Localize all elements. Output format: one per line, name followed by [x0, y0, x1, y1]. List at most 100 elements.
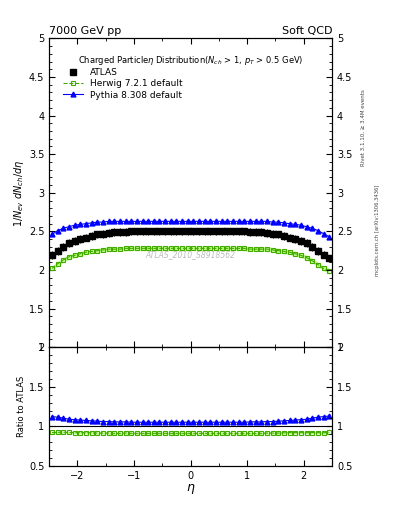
- ATLAS: [327, 255, 332, 262]
- ATLAS: [151, 228, 156, 234]
- ATLAS: [84, 234, 88, 241]
- ATLAS: [89, 233, 94, 239]
- Pythia 8.308 default: [304, 224, 309, 230]
- Line: Pythia 8.308 default: Pythia 8.308 default: [50, 219, 332, 239]
- Pythia 8.308 default: [316, 227, 320, 233]
- ATLAS: [231, 228, 235, 234]
- Herwig 7.2.1 default: [169, 245, 173, 251]
- ATLAS: [95, 231, 99, 238]
- ATLAS: [78, 236, 83, 242]
- Pythia 8.308 default: [55, 227, 60, 233]
- ATLAS: [106, 230, 111, 236]
- ATLAS: [321, 251, 326, 258]
- Herwig 7.2.1 default: [163, 245, 167, 251]
- ATLAS: [219, 228, 224, 234]
- ATLAS: [185, 228, 190, 234]
- ATLAS: [146, 228, 151, 234]
- Pythia 8.308 default: [242, 218, 247, 224]
- Pythia 8.308 default: [112, 218, 117, 224]
- Herwig 7.2.1 default: [231, 245, 235, 251]
- Herwig 7.2.1 default: [106, 246, 111, 252]
- Herwig 7.2.1 default: [316, 262, 320, 268]
- ATLAS: [310, 244, 315, 250]
- Herwig 7.2.1 default: [264, 246, 269, 252]
- ATLAS: [66, 240, 71, 246]
- Pythia 8.308 default: [72, 222, 77, 228]
- Pythia 8.308 default: [134, 218, 139, 224]
- Herwig 7.2.1 default: [242, 245, 247, 251]
- Herwig 7.2.1 default: [180, 245, 184, 251]
- ATLAS: [112, 229, 117, 235]
- Pythia 8.308 default: [327, 233, 332, 240]
- Herwig 7.2.1 default: [78, 251, 83, 257]
- Pythia 8.308 default: [282, 220, 286, 226]
- Pythia 8.308 default: [219, 218, 224, 224]
- Herwig 7.2.1 default: [310, 258, 315, 264]
- Text: Charged Particle$\eta$ Distribution($N_{ch}$ > 1, $p_T$ > 0.5 GeV): Charged Particle$\eta$ Distribution($N_{…: [78, 54, 303, 67]
- Herwig 7.2.1 default: [293, 251, 298, 257]
- ATLAS: [174, 228, 179, 234]
- Herwig 7.2.1 default: [214, 245, 219, 251]
- Pythia 8.308 default: [151, 218, 156, 224]
- Herwig 7.2.1 default: [202, 245, 207, 251]
- ATLAS: [118, 229, 122, 235]
- ATLAS: [299, 238, 303, 244]
- Pythia 8.308 default: [180, 218, 184, 224]
- Herwig 7.2.1 default: [89, 248, 94, 254]
- Pythia 8.308 default: [123, 218, 128, 224]
- Herwig 7.2.1 default: [112, 246, 117, 252]
- ATLAS: [287, 234, 292, 241]
- Herwig 7.2.1 default: [219, 245, 224, 251]
- ATLAS: [248, 229, 252, 235]
- ATLAS: [276, 231, 281, 238]
- Pythia 8.308 default: [293, 221, 298, 227]
- ATLAS: [50, 252, 54, 259]
- Herwig 7.2.1 default: [157, 245, 162, 251]
- Pythia 8.308 default: [169, 218, 173, 224]
- Herwig 7.2.1 default: [327, 268, 332, 274]
- Herwig 7.2.1 default: [321, 265, 326, 271]
- ATLAS: [169, 228, 173, 234]
- Herwig 7.2.1 default: [140, 245, 145, 251]
- ATLAS: [316, 248, 320, 254]
- Pythia 8.308 default: [202, 218, 207, 224]
- Pythia 8.308 default: [248, 218, 252, 224]
- ATLAS: [157, 228, 162, 234]
- Text: 7000 GeV pp: 7000 GeV pp: [49, 26, 121, 36]
- Herwig 7.2.1 default: [61, 257, 66, 263]
- Herwig 7.2.1 default: [55, 261, 60, 267]
- ATLAS: [208, 228, 213, 234]
- Pythia 8.308 default: [146, 218, 151, 224]
- Pythia 8.308 default: [118, 218, 122, 224]
- Herwig 7.2.1 default: [66, 254, 71, 260]
- Pythia 8.308 default: [208, 218, 213, 224]
- Pythia 8.308 default: [50, 231, 54, 238]
- Pythia 8.308 default: [270, 219, 275, 225]
- ATLAS: [282, 233, 286, 239]
- Text: mcplots.cern.ch [arXiv:1306.3436]: mcplots.cern.ch [arXiv:1306.3436]: [375, 185, 380, 276]
- Text: Soft QCD: Soft QCD: [282, 26, 332, 36]
- Herwig 7.2.1 default: [225, 245, 230, 251]
- Herwig 7.2.1 default: [129, 245, 134, 251]
- Pythia 8.308 default: [163, 218, 167, 224]
- ATLAS: [264, 230, 269, 236]
- Herwig 7.2.1 default: [72, 252, 77, 259]
- Text: Rivet 3.1.10, ≥ 3.4M events: Rivet 3.1.10, ≥ 3.4M events: [361, 90, 366, 166]
- Pythia 8.308 default: [157, 218, 162, 224]
- ATLAS: [202, 228, 207, 234]
- Text: ATLAS_2010_S8918562: ATLAS_2010_S8918562: [145, 250, 236, 259]
- ATLAS: [259, 229, 264, 235]
- Legend: ATLAS, Herwig 7.2.1 default, Pythia 8.308 default: ATLAS, Herwig 7.2.1 default, Pythia 8.30…: [59, 65, 186, 103]
- Pythia 8.308 default: [61, 225, 66, 231]
- ATLAS: [180, 228, 184, 234]
- Pythia 8.308 default: [259, 218, 264, 224]
- ATLAS: [72, 238, 77, 244]
- ATLAS: [123, 229, 128, 235]
- Herwig 7.2.1 default: [259, 246, 264, 252]
- Herwig 7.2.1 default: [151, 245, 156, 251]
- Pythia 8.308 default: [264, 218, 269, 224]
- Pythia 8.308 default: [106, 218, 111, 224]
- ATLAS: [163, 228, 167, 234]
- Herwig 7.2.1 default: [208, 245, 213, 251]
- X-axis label: $\eta$: $\eta$: [186, 482, 195, 496]
